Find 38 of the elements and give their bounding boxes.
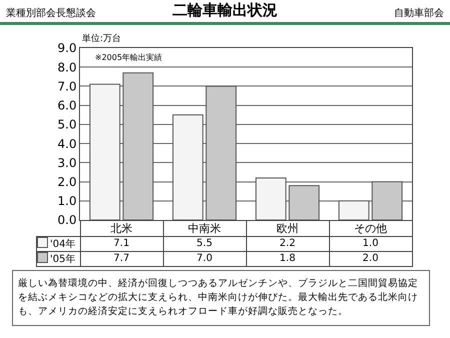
data-label: 7.7 <box>80 252 163 266</box>
annotation: ※2005年輸出実績 <box>95 53 162 62</box>
y-tick-label: 0.0 <box>58 213 77 228</box>
bar <box>206 86 237 220</box>
data-label: 7.0 <box>163 252 246 266</box>
bar <box>288 185 320 220</box>
y-tick-label: 8.0 <box>58 60 77 74</box>
data-label: 1.0 <box>329 236 412 252</box>
data-label: 2.0 <box>329 252 412 266</box>
x-tick-label: その他 <box>329 220 412 236</box>
chart-title: 二輪車輸出状況 <box>172 1 278 19</box>
legend-label: '05年 <box>36 252 80 266</box>
legend-label: '04年 <box>36 236 80 252</box>
data-label: 2.2 <box>246 236 329 252</box>
x-tick-label: 北米 <box>80 220 163 236</box>
data-label: 5.5 <box>163 236 246 252</box>
text: 厳しい為替環境の中、経済が回復しつつあるアルゼンチンや、ブラジルと二国間貿易協定を結ぶメキシコなどの拡大に支えられ、中南米向けが伸びた。最大輸出先である北米向けも、アメリカの経済安定に支えられオフロード車が好調な販売となった。 <box>12 270 430 326</box>
bar <box>89 84 120 220</box>
y-axis-title: 単位:万台 <box>82 33 122 44</box>
y-tick-label: 6.0 <box>58 98 77 113</box>
y-tick-label: 3.0 <box>58 156 77 170</box>
bar <box>255 177 286 220</box>
bar <box>372 181 403 220</box>
y-tick-label: 2.0 <box>58 174 77 189</box>
bar <box>122 72 154 220</box>
data-label: 7.1 <box>80 236 163 252</box>
y-tick-label: 9.0 <box>58 41 77 56</box>
text: 業種別部会長懇談会 <box>6 6 96 20</box>
data-label: 1.8 <box>246 252 329 266</box>
y-tick-label: 5.0 <box>58 118 77 132</box>
y-tick-label: 1.0 <box>58 194 77 208</box>
y-tick-label: 7.0 <box>58 79 77 94</box>
text: 自動車部会 <box>394 6 444 20</box>
x-tick-label: 中南米 <box>163 220 246 236</box>
bar <box>338 200 370 220</box>
y-tick-label: 4.0 <box>58 136 77 151</box>
x-tick-label: 欧州 <box>246 220 329 236</box>
bar <box>172 114 204 220</box>
